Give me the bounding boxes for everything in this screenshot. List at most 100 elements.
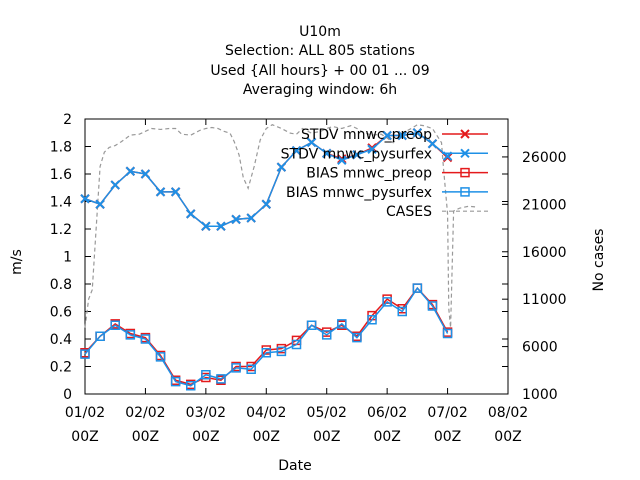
data-point-stdv-mnwc-pysurfex [246, 213, 256, 223]
data-point-stdv-mnwc-pysurfex [412, 128, 423, 138]
x-tick-hour-label: 00Z [71, 429, 98, 445]
x-tick-date-label: 08/02 [488, 405, 528, 421]
x-axis-label: Date [278, 458, 311, 474]
data-point-stdv-mnwc-pysurfex [427, 139, 438, 149]
y-tick-label: 1.8 [50, 140, 72, 156]
x-tick-hour-label: 00Z [132, 429, 159, 445]
legend-label-bias-mnwc-pysurfex: BIAS mnwc_pysurfex [286, 185, 432, 201]
data-point-stdv-mnwc-pysurfex [352, 150, 362, 160]
x-tick-hour-label: 00Z [253, 429, 280, 445]
x-tick-date-label: 02/02 [125, 405, 165, 421]
y-tick-label: 1.6 [50, 167, 72, 183]
y-tick-label: 1 [63, 250, 72, 266]
y2-tick-label: 6000 [522, 340, 558, 356]
data-point-bias-mnwc-pysurfex [246, 364, 256, 374]
subtitle-averaging: Averaging window: 6h [243, 82, 397, 98]
y-tick-label: 0.6 [50, 305, 72, 321]
data-point-bias-mnwc-pysurfex [397, 306, 407, 317]
y-tick-label: 0.2 [50, 360, 72, 376]
data-point-bias-mnwc-pysurfex [306, 320, 317, 330]
x-tick-hour-label: 00Z [373, 429, 400, 445]
chart-title: U10m Selection: ALL 805 stations Used {A… [210, 24, 429, 98]
data-point-stdv-mnwc-pysurfex [110, 180, 120, 190]
x-tick-date-label: 04/02 [246, 405, 286, 421]
data-point-stdv-mnwc-pysurfex [397, 130, 407, 141]
y2-tick-label: 1000 [522, 387, 558, 403]
legend-label-stdv-mnwc-preop: STDV mnwc_preop [301, 127, 432, 143]
legend-marker-bias-mnwc-pysurfex [460, 187, 470, 197]
x-tick-hour-label: 00Z [434, 429, 461, 445]
data-point-bias-mnwc-pysurfex [427, 301, 438, 311]
legend-marker-stdv-mnwc-pysurfex [460, 148, 470, 159]
data-point-stdv-mnwc-pysurfex [170, 187, 181, 197]
data-point-stdv-mnwc-pysurfex [80, 194, 90, 204]
data-point-bias-mnwc-pysurfex [442, 328, 453, 339]
data-point-bias-mnwc-pysurfex [337, 319, 347, 329]
x-tick-hour-label: 00Z [192, 429, 219, 445]
data-point-stdv-mnwc-pysurfex [216, 221, 226, 231]
legend-marker-stdv-mnwc-preop [460, 129, 470, 139]
data-point-stdv-mnwc-pysurfex [306, 137, 317, 148]
data-point-stdv-mnwc-pysurfex [140, 169, 151, 179]
data-point-bias-mnwc-pysurfex [216, 374, 226, 384]
data-point-bias-mnwc-pysurfex [352, 332, 362, 343]
y2-tick-label: 21000 [522, 197, 567, 213]
plot-area: 00.20.40.60.811.21.41.61.821000600011000… [50, 112, 567, 445]
data-point-bias-mnwc-pysurfex [382, 297, 392, 307]
x-tick-date-label: 05/02 [307, 405, 347, 421]
data-point-stdv-mnwc-pysurfex [291, 145, 302, 156]
data-point-stdv-mnwc-pysurfex [186, 209, 196, 219]
data-point-bias-mnwc-pysurfex [231, 363, 241, 373]
data-point-bias-mnwc-pysurfex [201, 370, 211, 380]
y-tick-label: 0.4 [50, 332, 72, 348]
data-point-stdv-mnwc-pysurfex [337, 155, 347, 165]
data-point-bias-mnwc-pysurfex [170, 376, 181, 387]
legend-label-cases: CASES [386, 204, 432, 220]
y-tick-label: 1.4 [50, 195, 72, 211]
y-axis-label: m/s [9, 249, 25, 275]
subtitle-used-hours: Used {All hours} + 00 01 ... 09 [210, 63, 429, 79]
data-point-stdv-mnwc-pysurfex [261, 199, 271, 209]
data-point-stdv-mnwc-pysurfex [201, 221, 211, 231]
y2-tick-label: 26000 [522, 150, 567, 166]
data-point-bias-mnwc-pysurfex [95, 331, 105, 341]
data-point-bias-mnwc-pysurfex [261, 348, 272, 358]
legend-label-bias-mnwc-preop: BIAS mnwc_preop [306, 166, 432, 182]
data-point-bias-mnwc-pysurfex [110, 320, 120, 330]
x-tick-date-label: 01/02 [65, 405, 105, 421]
data-point-bias-mnwc-pysurfex [412, 283, 423, 293]
data-point-stdv-mnwc-pysurfex [382, 130, 392, 141]
data-point-stdv-mnwc-pysurfex [125, 166, 136, 176]
y2-tick-label: 11000 [522, 292, 567, 308]
legend-label-stdv-mnwc-pysurfex: STDV mnwc_pysurfex [281, 146, 432, 162]
legend-marker-bias-mnwc-preop [460, 167, 470, 178]
data-point-stdv-mnwc-pysurfex [95, 199, 105, 209]
data-point-bias-mnwc-pysurfex [80, 349, 90, 359]
y-tick-label: 2 [63, 112, 72, 128]
data-point-stdv-mnwc-pysurfex [367, 144, 377, 154]
data-point-bias-mnwc-pysurfex [321, 330, 332, 340]
series-line-cases [84, 124, 478, 328]
data-point-bias-mnwc-pysurfex [276, 346, 287, 357]
y-tick-label: 1.2 [50, 222, 72, 238]
data-point-bias-mnwc-pysurfex [291, 339, 302, 350]
x-tick-date-label: 06/02 [367, 405, 407, 421]
x-tick-hour-label: 00Z [313, 429, 340, 445]
data-point-bias-mnwc-pysurfex [140, 334, 151, 344]
data-point-stdv-mnwc-pysurfex [322, 148, 332, 159]
x-tick-date-label: 03/02 [186, 405, 226, 421]
y2-tick-label: 16000 [522, 245, 567, 261]
data-point-stdv-mnwc-pysurfex [231, 214, 241, 225]
data-point-bias-mnwc-pysurfex [155, 352, 166, 362]
data-point-stdv-mnwc-pysurfex [155, 187, 166, 197]
series-line-bias-mnwc-pysurfex [84, 286, 449, 387]
series-line-bias-mnwc-preop [84, 286, 449, 386]
title-line: U10m [299, 24, 341, 40]
subtitle-selection: Selection: ALL 805 stations [225, 43, 415, 59]
y2-axis-label: No cases [591, 229, 607, 292]
y-tick-label: 0 [63, 387, 72, 403]
data-point-stdv-mnwc-pysurfex [276, 162, 287, 172]
data-point-bias-mnwc-pysurfex [186, 381, 196, 391]
x-tick-hour-label: 00Z [494, 429, 521, 445]
